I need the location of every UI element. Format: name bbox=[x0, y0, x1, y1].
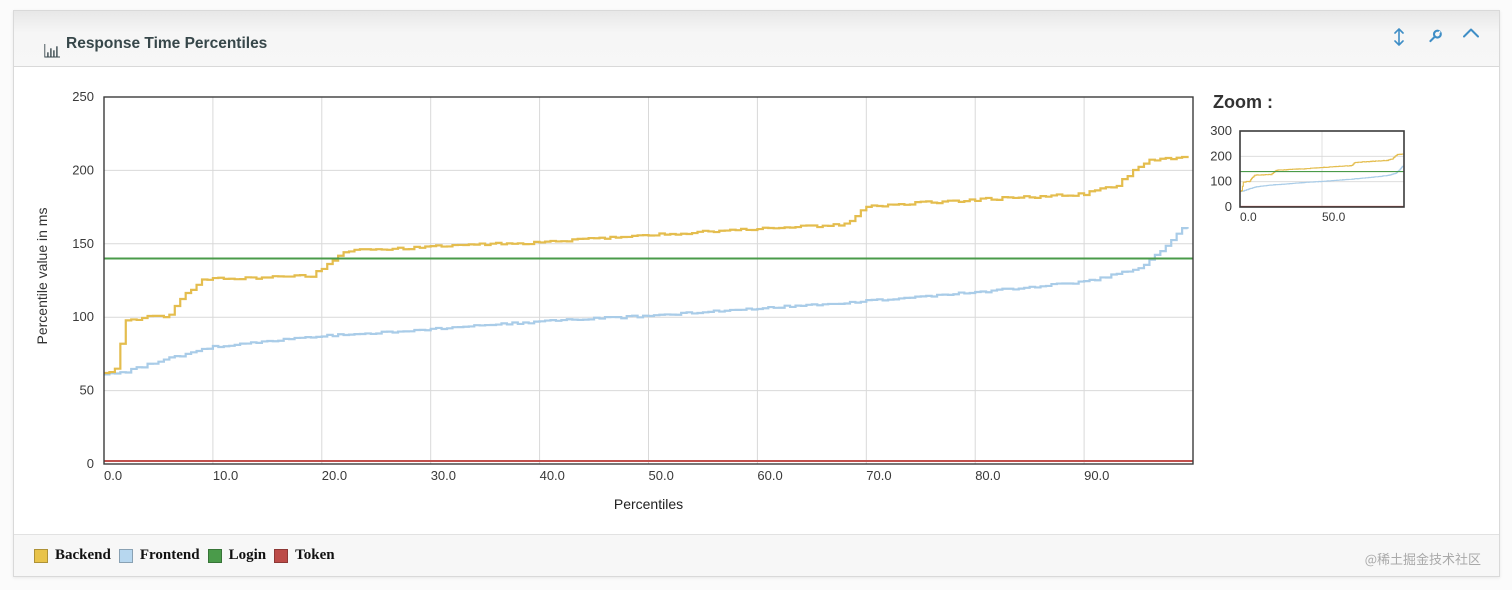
svg-text:30.0: 30.0 bbox=[431, 468, 456, 483]
svg-text:250: 250 bbox=[72, 89, 94, 104]
svg-text:100: 100 bbox=[72, 309, 94, 324]
svg-text:Zoom :: Zoom : bbox=[1213, 92, 1273, 112]
svg-text:50: 50 bbox=[80, 383, 94, 398]
svg-text:150: 150 bbox=[72, 236, 94, 251]
svg-text:0: 0 bbox=[1225, 199, 1232, 214]
svg-text:60.0: 60.0 bbox=[757, 468, 782, 483]
svg-text:40.0: 40.0 bbox=[540, 468, 565, 483]
svg-text:70.0: 70.0 bbox=[866, 468, 891, 483]
svg-text:100: 100 bbox=[1210, 174, 1232, 189]
svg-text:50.0: 50.0 bbox=[649, 468, 674, 483]
svg-text:300: 300 bbox=[1210, 123, 1232, 138]
svg-text:80.0: 80.0 bbox=[975, 468, 1000, 483]
svg-text:200: 200 bbox=[72, 162, 94, 177]
svg-text:90.0: 90.0 bbox=[1084, 468, 1109, 483]
svg-text:200: 200 bbox=[1210, 148, 1232, 163]
svg-text:0.0: 0.0 bbox=[1240, 210, 1257, 224]
svg-text:20.0: 20.0 bbox=[322, 468, 347, 483]
svg-text:0.0: 0.0 bbox=[104, 468, 122, 483]
svg-text:10.0: 10.0 bbox=[213, 468, 238, 483]
svg-text:0: 0 bbox=[87, 456, 94, 471]
svg-text:50.0: 50.0 bbox=[1322, 210, 1346, 224]
